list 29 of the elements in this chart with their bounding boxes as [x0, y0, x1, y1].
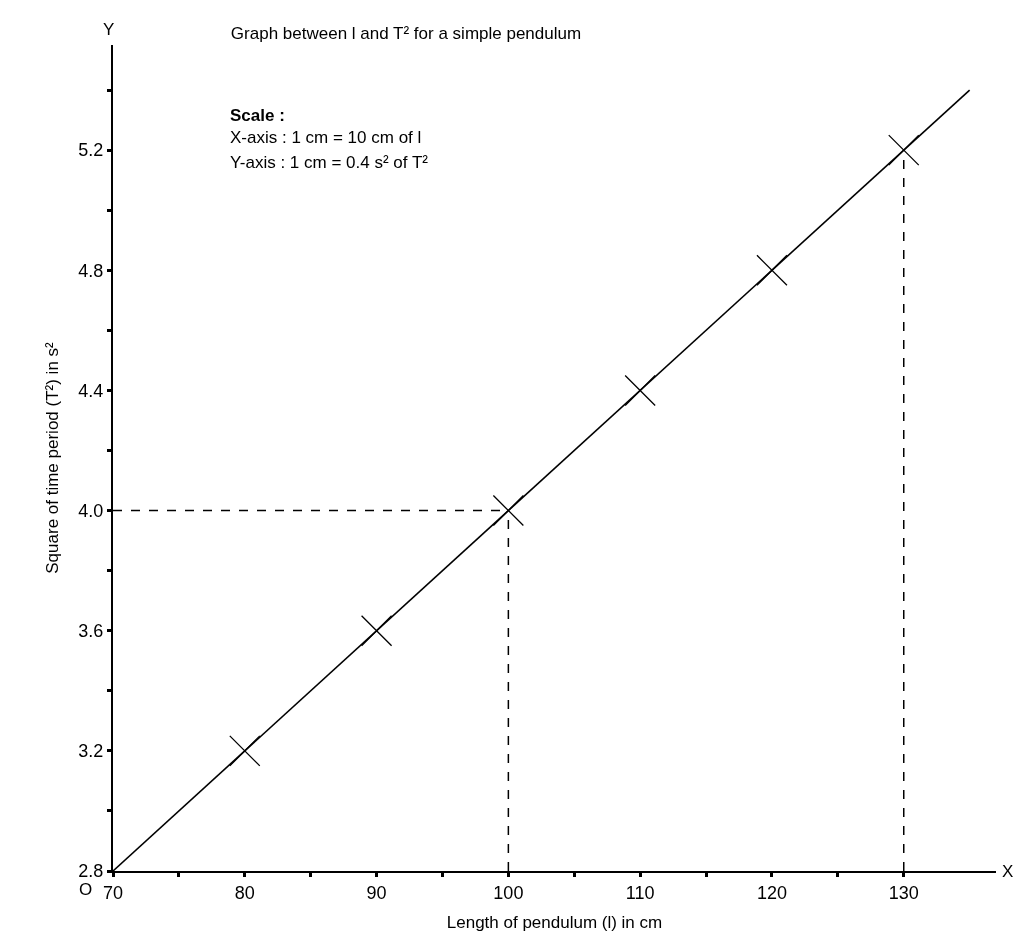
y-tick-label: 2.8	[78, 861, 104, 882]
text: Y	[103, 20, 115, 39]
text: X	[1002, 862, 1014, 881]
x-tick-label: 120	[756, 882, 787, 903]
y-tick-label: 4.4	[78, 380, 104, 401]
point	[624, 374, 656, 407]
y-tick-label: 4.0	[78, 500, 104, 521]
x-axis-title: Length of pendulum (l) in cm	[446, 913, 663, 933]
point	[360, 615, 393, 647]
chart-title: Graph between l and T² for a simple pendulum	[230, 24, 582, 44]
y-axis-title: Square of time period (T²) in s²	[43, 341, 63, 574]
x-tick-label: 70	[102, 882, 124, 903]
x-tick-label: 110	[625, 882, 655, 903]
y-tick-label: 3.6	[78, 621, 104, 642]
point	[756, 254, 788, 286]
x-tick-label: 90	[366, 882, 387, 903]
text: O	[79, 880, 93, 899]
y-tick-label: 4.8	[78, 260, 104, 281]
point	[229, 735, 261, 767]
x-tick-label: 100	[493, 882, 524, 903]
annotation: X-axis : 1 cm = 10 cm of l	[230, 128, 422, 147]
point	[492, 494, 525, 527]
annotation: Y-axis : 1 cm = 0.4 s² of T²	[230, 153, 429, 172]
point	[888, 134, 920, 166]
y-tick-label: 5.2	[78, 140, 104, 161]
annotation: Scale :	[230, 106, 285, 125]
y-tick-label: 3.2	[78, 741, 104, 762]
x-tick-label: 80	[234, 882, 255, 903]
x-tick-label: 130	[888, 882, 919, 903]
